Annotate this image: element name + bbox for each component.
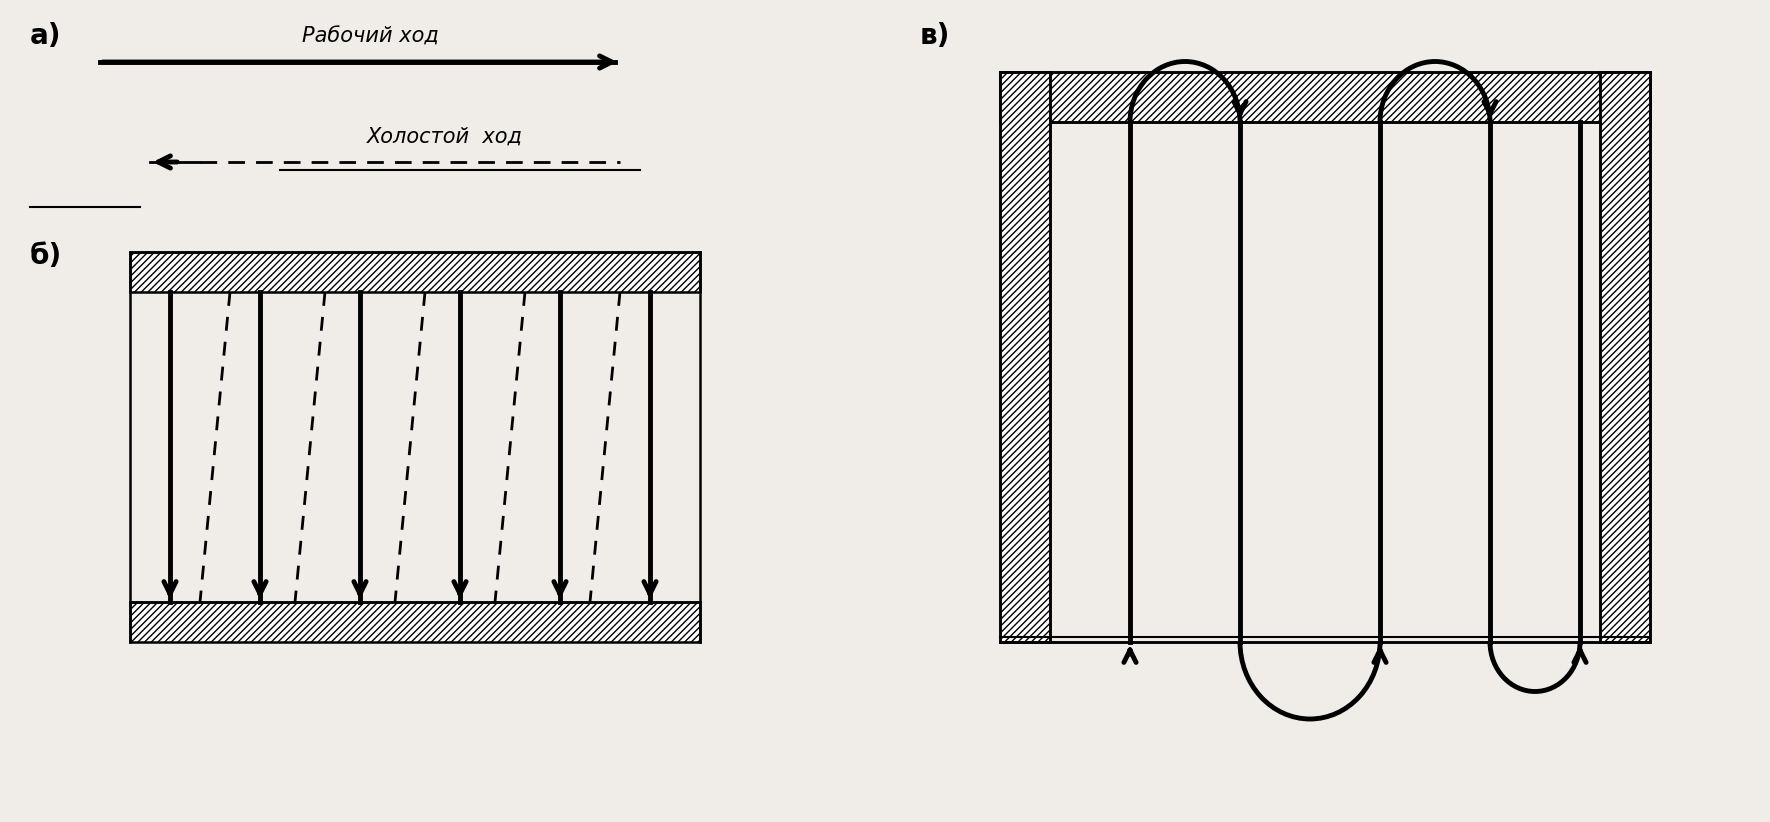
Text: б): б): [30, 242, 62, 270]
Text: в): в): [920, 22, 950, 50]
Bar: [129, 602, 699, 642]
Bar: [1600, 72, 1650, 642]
Bar: [1000, 72, 1050, 642]
Bar: [1000, 72, 1650, 122]
Text: а): а): [30, 22, 62, 50]
Text: Рабочий ход: Рабочий ход: [301, 27, 439, 47]
Bar: [129, 252, 699, 292]
Text: Холостой  ход: Холостой ход: [366, 127, 522, 147]
